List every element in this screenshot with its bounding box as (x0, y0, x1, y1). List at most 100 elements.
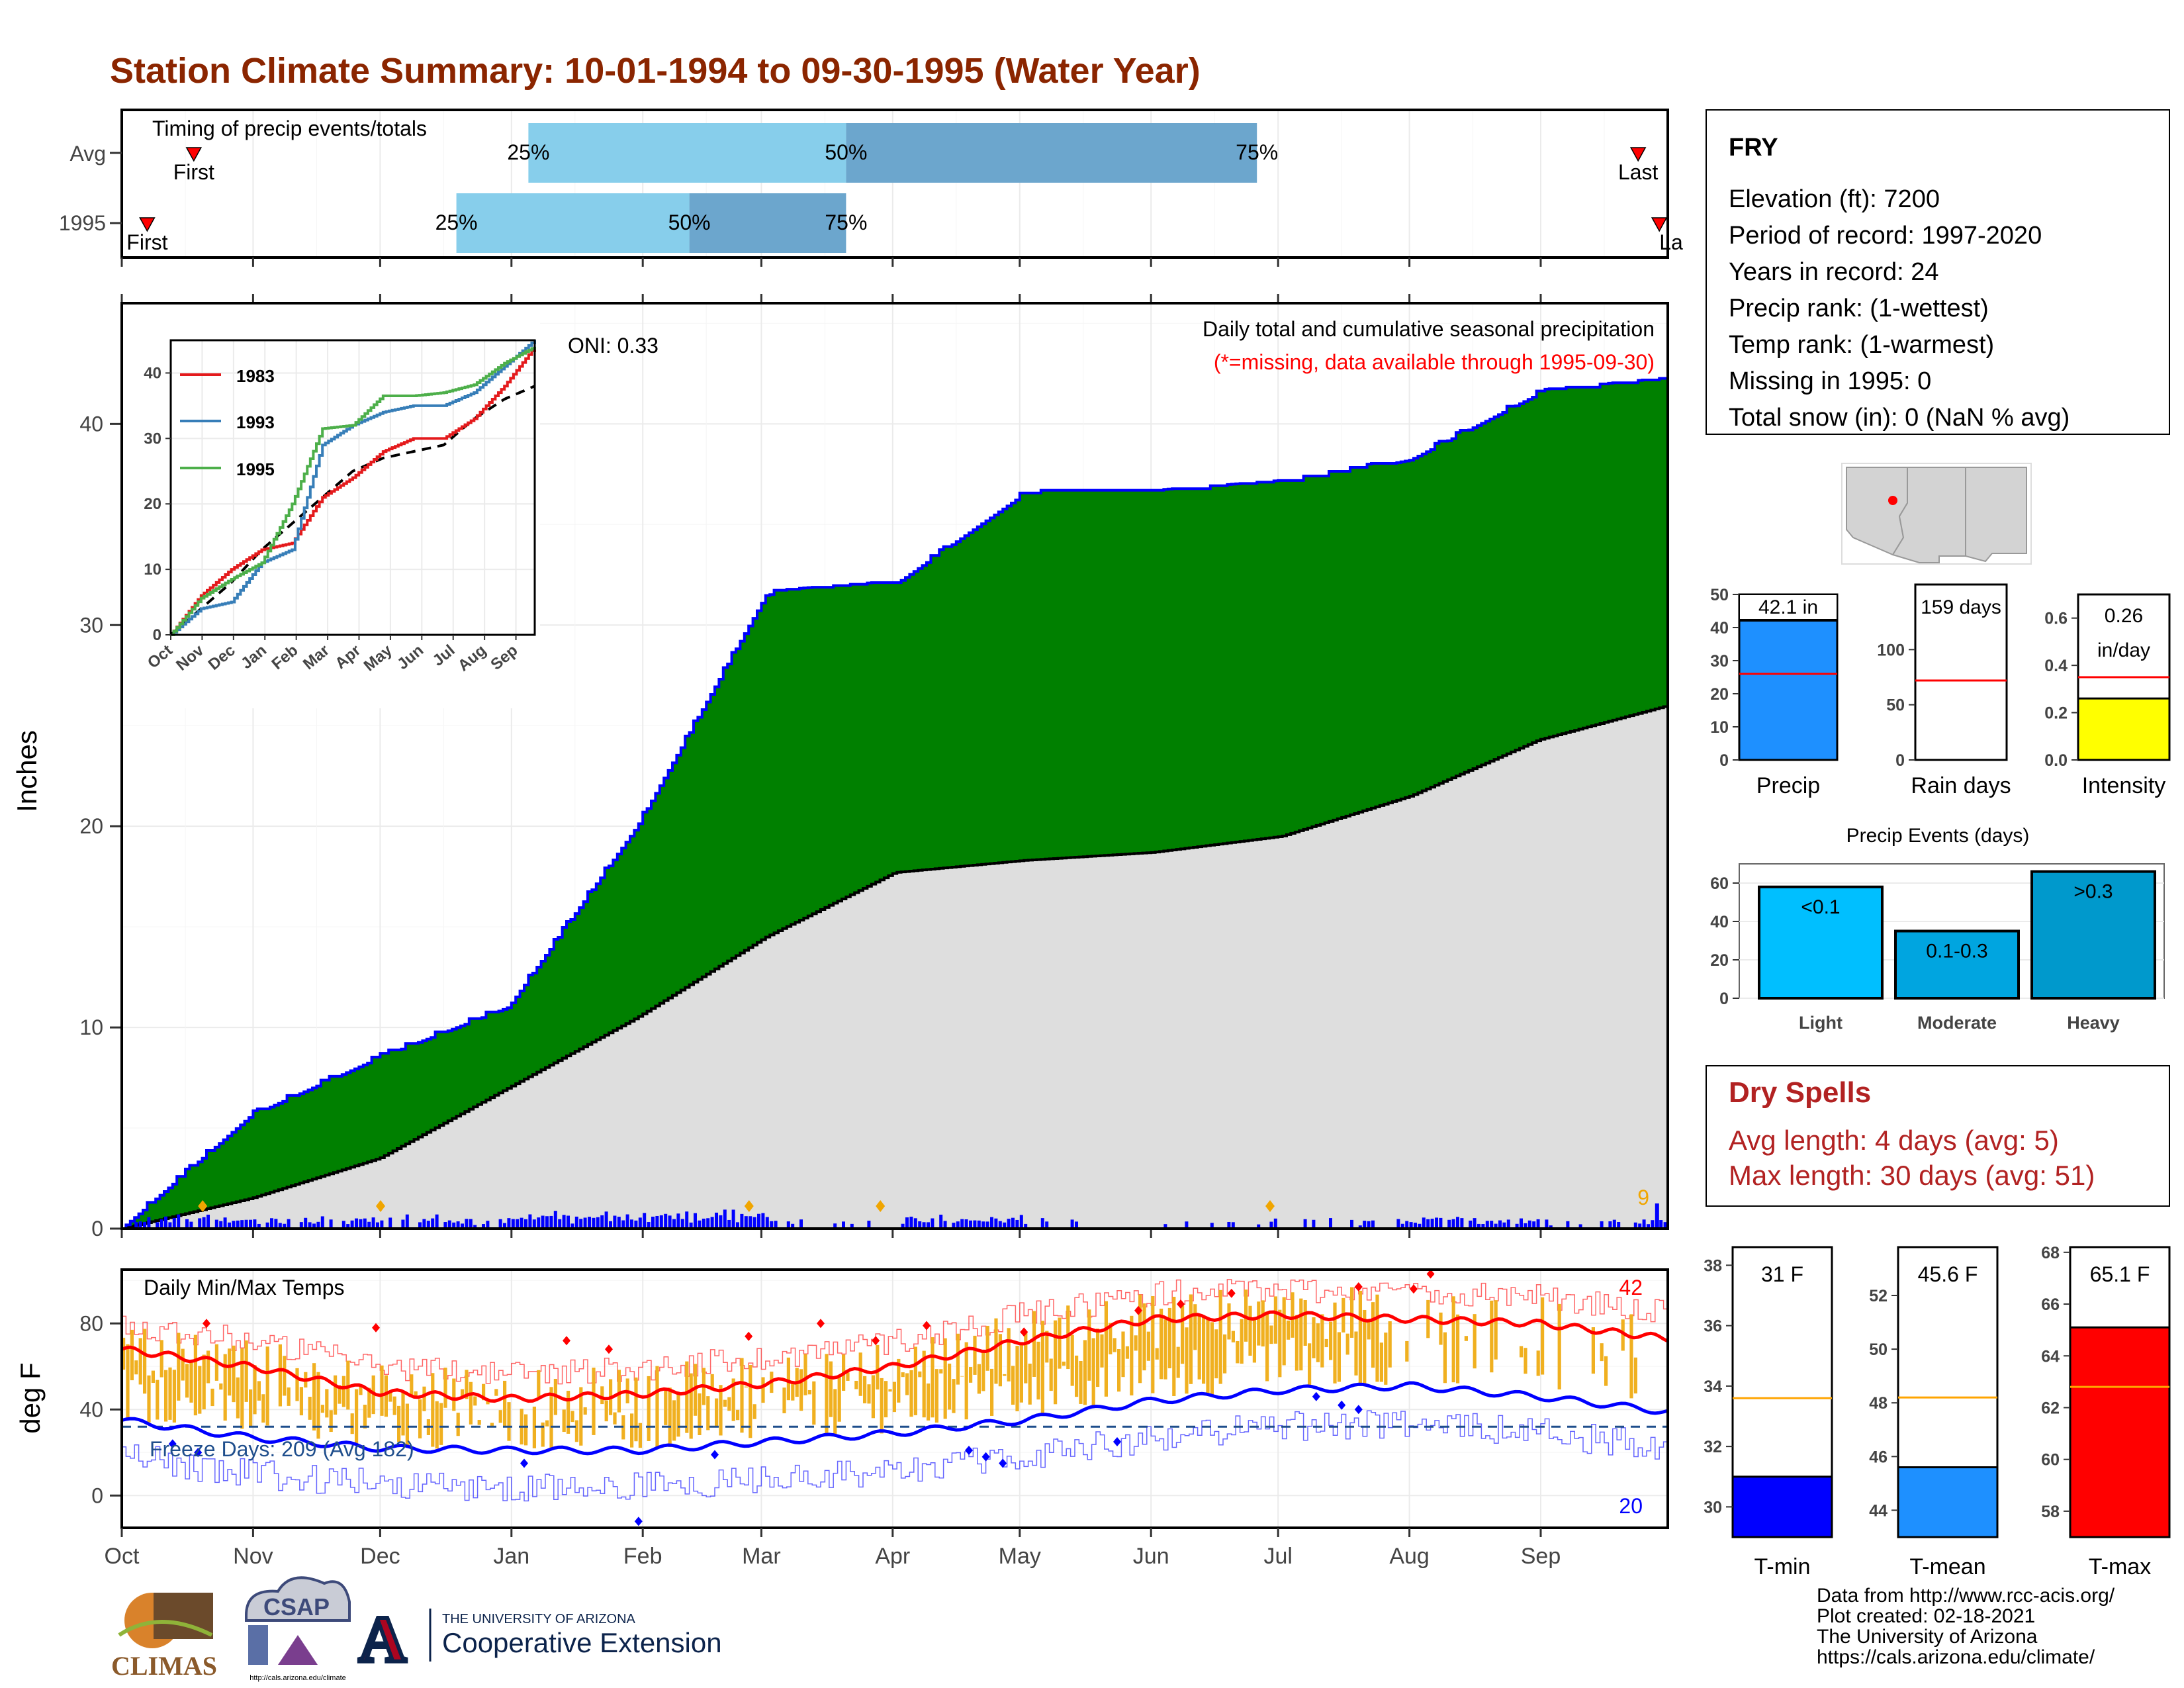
daily-temp-bar (863, 1376, 867, 1403)
daily-precip-bar (388, 1217, 392, 1229)
daily-temp-bar (414, 1391, 418, 1398)
daily-precip-bar (265, 1222, 269, 1229)
csap-logo: CSAP http://cals.arizona.edu/climate (245, 1576, 351, 1682)
daily-temp-bar (994, 1318, 998, 1384)
temp-summary-ytick-label: 64 (2041, 1347, 2060, 1366)
daily-temp-bar (1252, 1317, 1256, 1363)
daily-temp-bar (888, 1389, 892, 1392)
mini-bar-category-label: Precip (1756, 773, 1820, 798)
inset-ytick-label: 20 (144, 495, 161, 513)
timing-bar-50-75 (689, 193, 846, 253)
daily-precip-bar (553, 1211, 557, 1229)
daily-precip-bar (172, 1217, 176, 1229)
daily-precip-bar (621, 1220, 625, 1229)
daily-precip-bar (1231, 1222, 1235, 1229)
daily-precip-bar (592, 1217, 596, 1229)
daily-precip-bar (1070, 1219, 1074, 1229)
daily-precip-bar (1015, 1219, 1019, 1229)
daily-precip-bar (1400, 1223, 1404, 1229)
daily-temp-bar (876, 1344, 880, 1390)
daily-precip-bar (376, 1222, 379, 1229)
daily-precip-bar (727, 1219, 731, 1229)
daily-temp-bar (1197, 1314, 1201, 1380)
mini-bar-ytick-label: 0.6 (2044, 610, 2068, 628)
daily-temp-bar (1388, 1321, 1392, 1368)
daily-temp-bar (469, 1382, 473, 1425)
daily-precip-bar (418, 1222, 422, 1229)
daily-temp-bar (723, 1399, 727, 1407)
daily-precip-bar (1439, 1217, 1443, 1229)
daily-precip-bar (1367, 1221, 1371, 1229)
daily-temp-bar (567, 1390, 570, 1434)
daily-precip-bar (977, 1220, 981, 1229)
daily-precip-bar (1481, 1224, 1485, 1229)
daily-precip-bar (1659, 1220, 1663, 1229)
daily-temp-bar (905, 1373, 909, 1395)
daily-precip-bar (731, 1209, 735, 1229)
daily-precip-bar (253, 1219, 257, 1229)
daily-temp-bar (384, 1375, 388, 1417)
daily-temp-bar (1240, 1319, 1244, 1364)
station-line-temp-rank: Temp rank: (1-warmest) (1729, 331, 1994, 359)
daily-precip-bar (270, 1218, 273, 1229)
daily-temp-bar (1011, 1366, 1015, 1405)
smoothed-min-line (121, 1381, 1668, 1456)
mini-bar-ytick-label: 10 (1710, 718, 1729, 737)
daily-temp-bar (189, 1362, 193, 1403)
daily-precip-bar (1045, 1221, 1049, 1229)
record-high-marker-icon (1134, 1305, 1142, 1315)
daily-temp-bar (638, 1423, 642, 1448)
daily-precip-bar (287, 1219, 291, 1229)
mini-bar-unit: in/day (2097, 639, 2150, 661)
footer-line-url: https://cals.arizona.edu/climate/ (1817, 1646, 2095, 1668)
daily-precip-bar (799, 1219, 803, 1229)
daily-temp-bar (752, 1404, 756, 1419)
month-label: Apr (875, 1544, 910, 1569)
daily-temp-bar (964, 1342, 968, 1420)
daily-temp-bar (710, 1374, 714, 1391)
snow-marker-icon (376, 1200, 385, 1212)
daily-temp-bar (1058, 1317, 1062, 1369)
daily-precip-bar (1003, 1222, 1007, 1229)
daily-precip-bar (405, 1214, 409, 1229)
daily-temp-bar (380, 1365, 384, 1416)
daily-precip-bar (985, 1221, 989, 1229)
station-box-frame (1706, 109, 2170, 435)
daily-temp-bar (655, 1366, 659, 1447)
daily-precip-bar (752, 1217, 756, 1229)
events-bar-label: <0.1 (1801, 896, 1840, 918)
daily-temp-bar (1350, 1287, 1354, 1338)
daily-precip-bar (274, 1219, 278, 1229)
daily-precip-bar (1422, 1217, 1426, 1229)
daily-temp-bar (1295, 1315, 1298, 1371)
daily-temp-bar (1160, 1308, 1163, 1380)
daily-temp-bar (1299, 1298, 1303, 1371)
temp-summary-bar (1897, 1466, 1999, 1538)
daily-precip-bar (1451, 1219, 1455, 1229)
daily-precip-bar (164, 1216, 167, 1229)
daily-precip-bar (198, 1218, 202, 1229)
daily-precip-bar (956, 1221, 960, 1229)
timing-label-50: 50% (825, 140, 867, 164)
inset-line-1993 (171, 340, 536, 636)
cumulative-1995-line (122, 377, 1668, 1230)
daily-precip-bar (1426, 1219, 1430, 1229)
daily-precip-bar (1075, 1221, 1078, 1229)
daily-precip-bar (927, 1222, 930, 1229)
daily-precip-bar (189, 1221, 193, 1229)
precip-events-chart: Precip Events (days) 0 20 40 60 <0.1 Light 0.1… (1710, 825, 2165, 1033)
daily-precip-bar (676, 1213, 680, 1229)
daily-temp-bar (1193, 1304, 1197, 1350)
summary-bar-charts: 42.1 in 0 10 20 30 40 50 Precip 159 days 0 50 100 Ra… (1710, 583, 2171, 798)
mini-bar-category-label: Intensity (2082, 773, 2166, 798)
daily-precip-bar (1447, 1219, 1451, 1229)
daily-temp-bar (1007, 1328, 1011, 1382)
daily-precip-bar (159, 1219, 163, 1229)
month-label: Jan (493, 1544, 529, 1569)
daily-temp-bar (1206, 1317, 1210, 1395)
daily-precip-bar (498, 1219, 502, 1229)
mini-bar-category-label: Rain days (1911, 773, 2011, 798)
daily-temp-bar (592, 1368, 596, 1435)
daily-temp-bar (338, 1385, 341, 1404)
